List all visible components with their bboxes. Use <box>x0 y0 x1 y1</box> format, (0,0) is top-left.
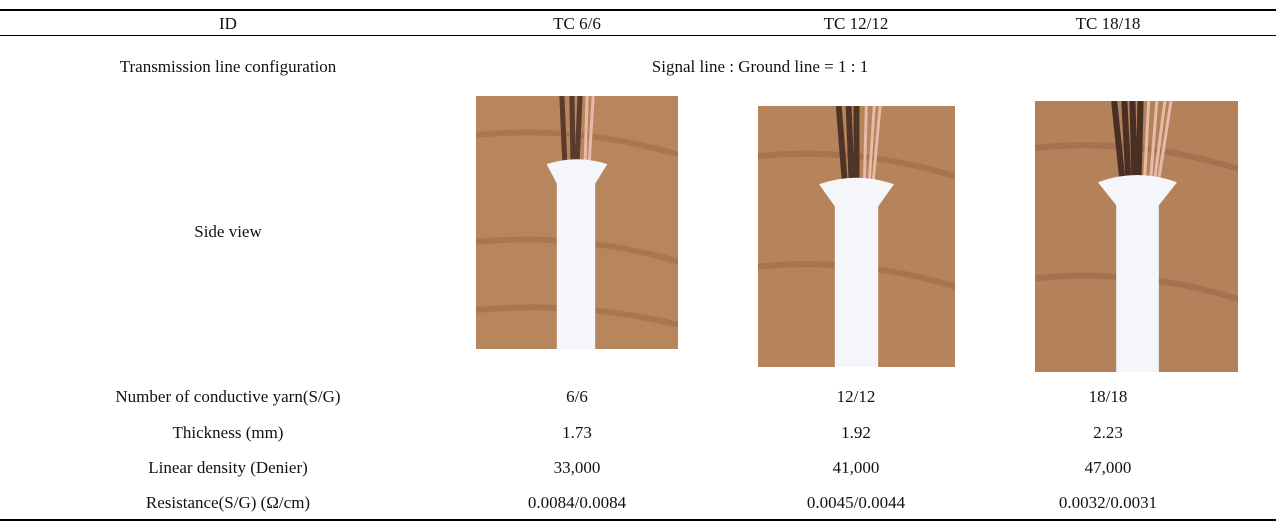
row-value: 0.0084/0.0084 <box>527 493 627 512</box>
row-label: Thickness (mm) <box>172 423 284 442</box>
bottom-rule <box>0 519 1276 521</box>
row-value: 33,000 <box>553 458 601 477</box>
row-value: 12/12 <box>836 387 876 406</box>
row-value: 1.92 <box>841 423 871 442</box>
row-value: 41,000 <box>832 458 880 477</box>
config-value: Signal line : Ground line = 1 : 1 <box>651 57 869 76</box>
row-value: 1.73 <box>562 423 592 442</box>
header-cell: ID <box>219 14 237 33</box>
photo-tc12 <box>758 106 955 367</box>
photo-tc6 <box>476 96 678 349</box>
row-value: 0.0045/0.0044 <box>806 493 906 512</box>
row-value: 0.0032/0.0031 <box>1058 493 1158 512</box>
row-label: Number of conductive yarn(S/G) <box>115 387 341 406</box>
top-rule <box>0 9 1276 11</box>
photo-tc18 <box>1035 101 1238 372</box>
header-cell: TC 18/18 <box>1075 14 1141 33</box>
row-value: 47,000 <box>1084 458 1132 477</box>
header-cell: TC 6/6 <box>553 14 601 33</box>
row-value: 6/6 <box>566 387 588 406</box>
row-label: Resistance(S/G) (Ω/cm) <box>145 493 311 512</box>
header-rule <box>0 35 1276 36</box>
header-cell: TC 12/12 <box>823 14 889 33</box>
row-value: 18/18 <box>1088 387 1128 406</box>
row-label: Linear density (Denier) <box>148 458 308 477</box>
config-label: Transmission line configuration <box>119 57 337 76</box>
side-view-label: Side view <box>194 222 262 241</box>
row-value: 2.23 <box>1093 423 1123 442</box>
